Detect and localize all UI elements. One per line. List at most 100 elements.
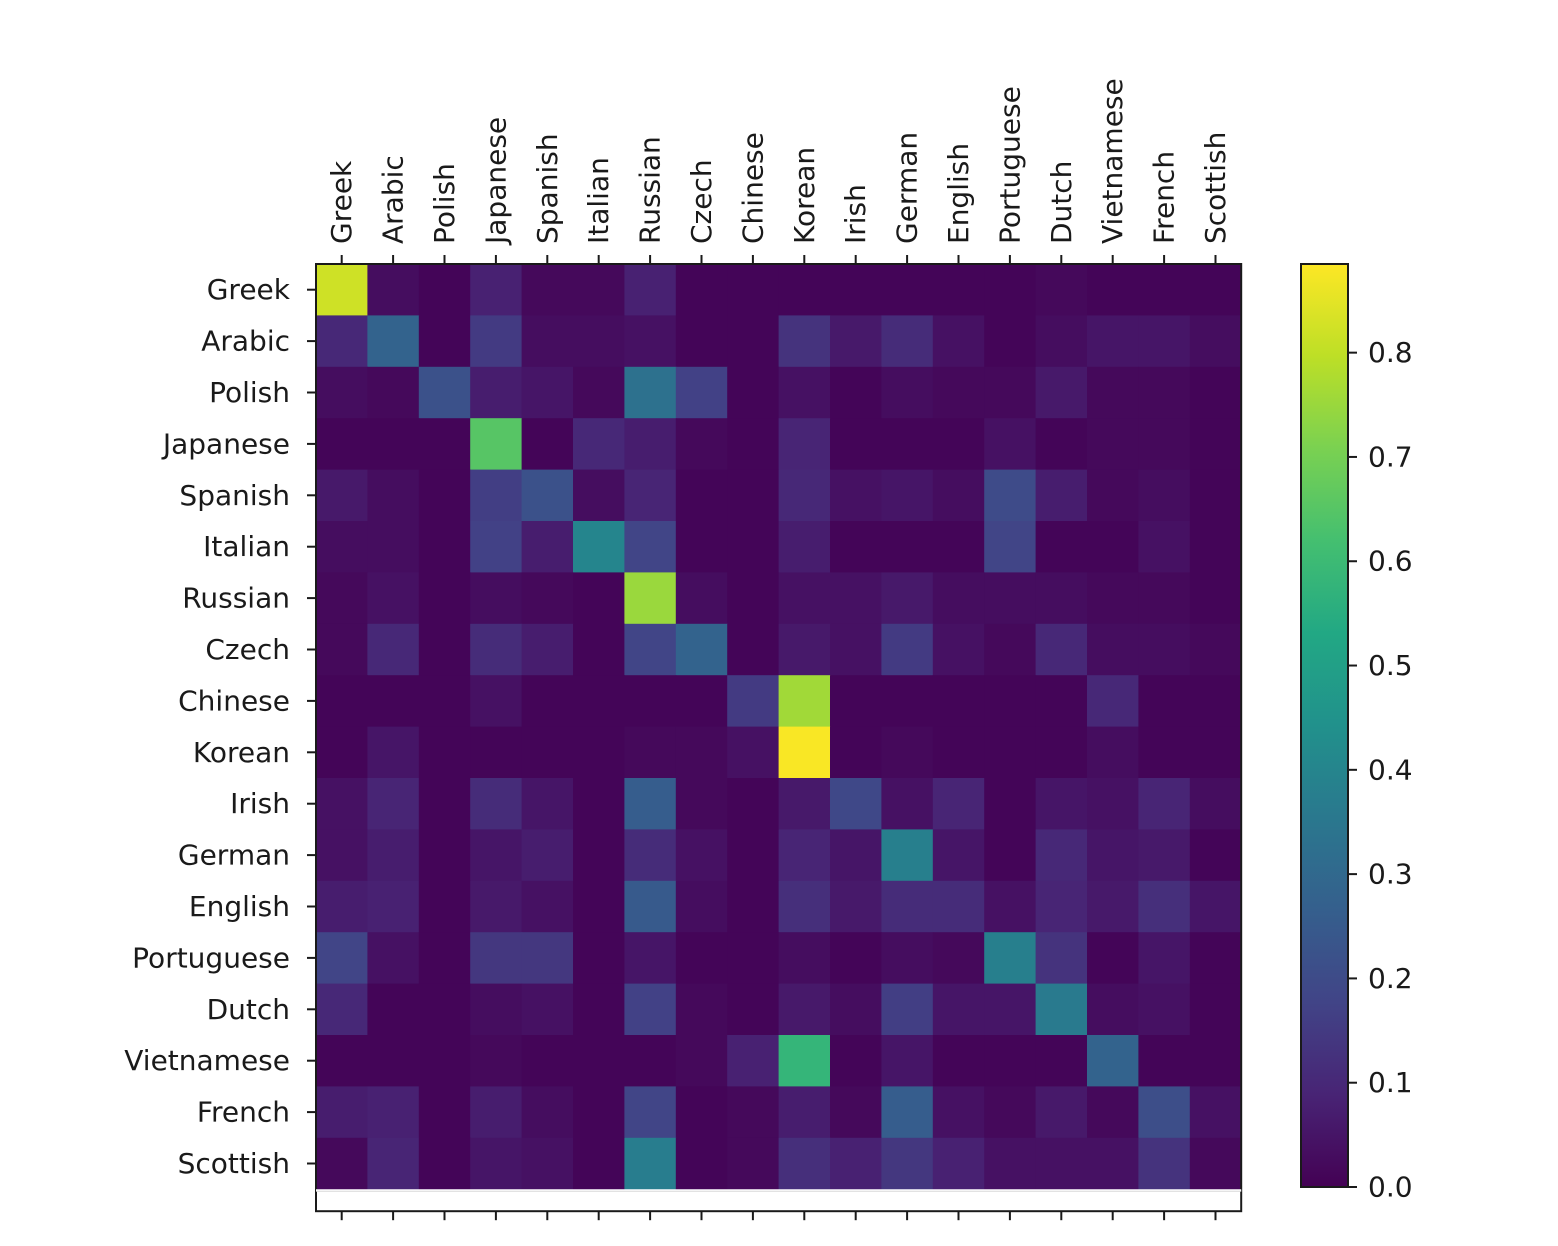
- heatmap-cell: [624, 880, 677, 933]
- heatmap-cell: [881, 572, 934, 625]
- x-tick-label: Russian: [634, 136, 667, 244]
- heatmap-cell: [470, 1137, 523, 1190]
- heatmap-cell: [1087, 1035, 1139, 1087]
- heatmap-cell: [1087, 623, 1139, 676]
- heatmap-cell: [1035, 1137, 1088, 1190]
- heatmap-cell: [932, 829, 985, 882]
- heatmap-cell: [573, 315, 625, 368]
- heatmap-cell: [470, 418, 523, 471]
- heatmap-cell: [881, 264, 934, 316]
- heatmap-cell: [830, 726, 882, 779]
- heatmap-cell: [881, 469, 934, 522]
- heatmap-cell: [1087, 726, 1139, 779]
- heatmap-cell: [932, 366, 985, 419]
- heatmap-cell: [367, 315, 420, 368]
- heatmap-cell: [932, 315, 985, 368]
- heatmap-cell: [521, 932, 574, 985]
- plot-frame: [315, 263, 1243, 1213]
- x-tick-label: Scottish: [1199, 132, 1232, 244]
- heatmap-cell: [778, 366, 831, 419]
- heatmap-cell: [521, 418, 574, 471]
- heatmap-cell: [624, 829, 677, 882]
- heatmap-cell: [316, 315, 368, 368]
- heatmap-cell: [984, 1035, 1037, 1087]
- heatmap-cell: [881, 675, 934, 728]
- heatmap-cell: [470, 469, 523, 522]
- heatmap-cell: [1035, 1035, 1088, 1087]
- heatmap-cell: [470, 726, 523, 779]
- y-tick-label: Irish: [230, 787, 290, 820]
- heatmap-cell: [1087, 778, 1139, 830]
- heatmap-cell: [881, 880, 934, 933]
- heatmap-cell: [521, 469, 574, 522]
- heatmap-cell: [316, 1035, 368, 1087]
- heatmap-cell: [367, 932, 420, 985]
- heatmap-cell: [932, 418, 985, 471]
- heatmap-cell: [778, 829, 831, 882]
- x-tick-label: Korean: [788, 147, 821, 244]
- heatmap-cell: [932, 521, 985, 573]
- heatmap-cell: [1138, 572, 1191, 625]
- heatmap-cell: [675, 264, 728, 316]
- heatmap-cell: [418, 1086, 471, 1139]
- heatmap-cell: [418, 932, 471, 985]
- heatmap-cell: [881, 983, 934, 1036]
- heatmap-cell: [624, 1137, 677, 1190]
- heatmap-cell: [1035, 521, 1088, 573]
- heatmap-cell: [984, 521, 1037, 573]
- heatmap-cell: [830, 264, 882, 316]
- heatmap-cell: [470, 572, 523, 625]
- heatmap-cell: [470, 1086, 523, 1139]
- heatmap-cell: [675, 778, 728, 830]
- x-tick-label: Greek: [325, 160, 358, 244]
- y-tick-label: Czech: [205, 633, 290, 666]
- y-tick-label: Japanese: [161, 427, 290, 460]
- x-axis-ticks: Greek Arabic Polish Japanese Spanish Italian R…: [325, 78, 1232, 264]
- heatmap-cell: [624, 1035, 677, 1087]
- colorbar-tick-label: 0.2: [1368, 962, 1413, 995]
- colorbar-tick-label: 0.4: [1368, 753, 1413, 786]
- heatmap-cell: [675, 1086, 728, 1139]
- colorbar: [1300, 263, 1349, 1188]
- colorbar-tick-label: 0.6: [1368, 545, 1413, 578]
- heatmap-cell: [881, 726, 934, 779]
- heatmap-cell: [1189, 366, 1242, 419]
- heatmap-cell: [932, 572, 985, 625]
- heatmap-cell: [470, 983, 523, 1036]
- heatmap-cell: [778, 623, 831, 676]
- heatmap-cell: [778, 469, 831, 522]
- heatmap-cell: [932, 726, 985, 779]
- heatmap-cell: [624, 315, 677, 368]
- heatmap-cell: [624, 932, 677, 985]
- heatmap-cell: [1087, 1086, 1139, 1139]
- heatmap-cell: [1138, 675, 1191, 728]
- heatmap-cell: [1138, 264, 1191, 316]
- heatmap-cell: [1189, 932, 1242, 985]
- heatmap-cell: [778, 418, 831, 471]
- heatmap-cell: [675, 469, 728, 522]
- heatmap-cell: [624, 418, 677, 471]
- heatmap-cell: [1035, 726, 1088, 779]
- heatmap-cell: [881, 1035, 934, 1087]
- heatmap-cell: [470, 264, 523, 316]
- y-tick-label: Spanish: [179, 479, 290, 512]
- heatmap-cell: [367, 1137, 420, 1190]
- heatmap-cell: [316, 778, 368, 830]
- heatmap-cell: [1138, 1086, 1191, 1139]
- heatmap-cell: [932, 1137, 985, 1190]
- heatmap-cell: [367, 469, 420, 522]
- heatmap-cell: [316, 572, 368, 625]
- heatmap-cell: [1189, 623, 1242, 676]
- heatmap-cell: [1035, 623, 1088, 676]
- heatmap-cell: [573, 932, 625, 985]
- y-tick-label: Vietnamese: [124, 1044, 290, 1077]
- heatmap-cells: [316, 264, 1242, 1190]
- heatmap-cell: [727, 983, 780, 1036]
- heatmap-cell: [1035, 469, 1088, 522]
- heatmap-cell: [418, 315, 471, 368]
- heatmap-cell: [1189, 418, 1242, 471]
- y-tick-label: Russian: [182, 582, 290, 615]
- heatmap-cell: [521, 983, 574, 1036]
- heatmap-cell: [881, 1137, 934, 1190]
